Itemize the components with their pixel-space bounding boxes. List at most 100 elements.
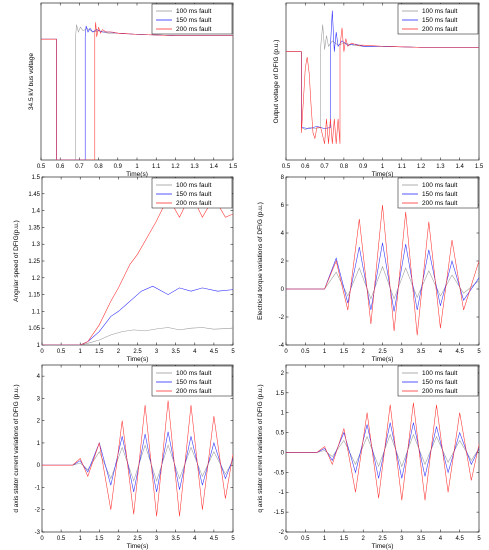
- y-tick-label: 1.1: [32, 309, 41, 315]
- series-line-200-ms-fault: [286, 402, 479, 501]
- series-line-150-ms-fault: [286, 242, 479, 312]
- y-axis-label: q axis stator current variations of DFIG…: [257, 384, 264, 512]
- y-tick-label: 1: [37, 441, 41, 447]
- x-tick-label: 4: [193, 536, 197, 542]
- series-line-200-ms-fault: [286, 27, 479, 144]
- y-tick-label: -2: [35, 508, 41, 514]
- legend: 100 ms fault 150 ms fault 200 ms fault: [151, 365, 233, 397]
- y-tick-label: 0: [281, 287, 285, 293]
- y-tick-label: 1.2: [32, 276, 41, 282]
- x-axis-label: Time(s): [372, 171, 394, 178]
- series-line-100-ms-fault: [42, 327, 233, 345]
- x-tick-label: 0.7: [320, 164, 329, 170]
- y-axis-label: Angular speed of DFIG(p.u.): [13, 220, 20, 302]
- y-tick-label: -2: [279, 530, 285, 536]
- x-tick-label: 1.5: [475, 164, 484, 170]
- x-tick-label: 0.5: [301, 536, 310, 542]
- legend: 100 ms fault 150 ms fault 200 ms fault: [397, 177, 479, 209]
- y-tick-label: 2: [37, 419, 41, 425]
- x-tick-label: 0.5: [282, 164, 291, 170]
- x-tick-label: 0.5: [57, 349, 66, 355]
- x-axis-label: Time(s): [372, 543, 394, 550]
- x-tick-label: 0.5: [57, 536, 66, 542]
- x-tick-label: 0: [284, 536, 288, 542]
- y-tick-label: -1.5: [274, 510, 285, 516]
- series-line-150-ms-fault: [42, 285, 233, 345]
- legend: 100 ms fault 150 ms fault 200 ms fault: [151, 3, 233, 35]
- legend-entry: 200 ms fault: [422, 26, 458, 33]
- x-tick-label: 3: [400, 349, 404, 355]
- legend-entry: 100 ms fault: [422, 8, 458, 15]
- legend-entry: 200 ms fault: [176, 388, 212, 395]
- x-tick-label: 5: [477, 349, 481, 355]
- x-tick-label: 2: [362, 349, 366, 355]
- legend-entry: 200 ms fault: [422, 388, 458, 395]
- x-tick-label: 1.5: [340, 536, 349, 542]
- chart-electrical-torque: 0 0.5 1 1.5 2 2.5 3 3.5 4 4.5 5 -4 -2 0 2 4 6 8 Time(s) Ele…: [257, 175, 481, 363]
- y-tick-label: 1.45: [28, 192, 40, 198]
- series-line-150-ms-fault: [41, 25, 233, 160]
- legend-entry: 100 ms fault: [176, 370, 212, 377]
- y-tick-label: 1: [37, 343, 41, 349]
- y-tick-label: 4: [281, 231, 285, 237]
- x-tick-label: 4: [439, 349, 443, 355]
- y-tick-label: -4: [279, 343, 285, 349]
- x-tick-label: 0.9: [114, 164, 123, 170]
- legend: 100 ms fault 150 ms fault 200 ms fault: [397, 365, 479, 397]
- x-tick-label: 4: [439, 536, 443, 542]
- x-tick-label: 2.5: [133, 536, 142, 542]
- chart-output-voltage: 0.5 0.6 0.7 0.8 0.9 1 1.1 1.2 1.3 1.4 1.5 Time(s) Ou…: [273, 2, 484, 178]
- chart-q-axis-current: 0 0.5 1 1.5 2 2.5 3 3.5 4 4.5 5 -2 -1.5 -1 -0.5 0 0.5 1 1.…: [257, 364, 481, 550]
- x-axis-label: Time(s): [126, 171, 148, 178]
- x-tick-label: 1.1: [398, 164, 407, 170]
- legend-entry: 100 ms fault: [176, 182, 212, 189]
- x-tick-label: 0.6: [301, 164, 310, 170]
- y-tick-label: 6: [281, 203, 285, 209]
- chart-angular-speed: 0 0.5 1 1.5 2 2.5 3 3.5 4 4.5 5 1 1.05 1.1 1.15 1.2 1.25…: [13, 175, 235, 363]
- legend-entry: 200 ms fault: [422, 200, 458, 207]
- x-tick-label: 5: [231, 349, 235, 355]
- x-tick-label: 1.1: [152, 164, 161, 170]
- y-tick-label: 1.25: [28, 259, 40, 265]
- chart-bus-voltage: 0.5 0.6 0.7 0.8 0.9 1 1.1 1.2 1.3 1.4 1.5 Time(s) 34…: [28, 2, 238, 178]
- x-tick-label: 0.6: [56, 164, 65, 170]
- y-tick-label: 1.5: [32, 175, 41, 181]
- x-tick-label: 4.5: [456, 536, 465, 542]
- y-tick-label: 1.3: [32, 242, 41, 248]
- y-tick-label: -0.5: [274, 470, 285, 476]
- legend-entry: 150 ms fault: [176, 17, 212, 24]
- y-tick-label: 3: [37, 396, 41, 402]
- x-tick-label: 2: [362, 536, 366, 542]
- series-line-100-ms-fault: [42, 444, 233, 482]
- x-tick-label: 1.4: [210, 164, 219, 170]
- y-tick-label: -1: [279, 490, 285, 496]
- series-line-200-ms-fault: [42, 193, 233, 345]
- y-tick-label: 0: [37, 463, 41, 469]
- y-axis-label: d axis stator current variations of DFIG…: [13, 384, 20, 512]
- x-tick-label: 3.5: [172, 536, 181, 542]
- x-tick-label: 3.5: [172, 349, 181, 355]
- y-tick-label: -3: [35, 530, 41, 536]
- y-tick-label: 1.5: [276, 391, 285, 397]
- legend-entry: 100 ms fault: [176, 8, 212, 15]
- x-tick-label: 3: [155, 536, 159, 542]
- x-tick-label: 3.5: [417, 536, 426, 542]
- x-tick-label: 0.5: [301, 349, 310, 355]
- series-line-150-ms-fault: [42, 431, 233, 492]
- legend: 100 ms fault 150 ms fault 200 ms fault: [151, 177, 233, 209]
- x-tick-label: 4.5: [210, 536, 219, 542]
- x-tick-label: 1: [323, 349, 327, 355]
- x-axis-label: Time(s): [127, 543, 149, 550]
- x-tick-label: 5: [477, 536, 481, 542]
- series-line-200-ms-fault: [41, 22, 233, 160]
- y-tick-label: 1.15: [28, 293, 40, 299]
- x-axis-label: Time(s): [372, 356, 394, 363]
- series-line-100-ms-fault: [286, 265, 479, 300]
- y-tick-label: -1: [35, 485, 41, 491]
- x-tick-label: 0.8: [94, 164, 103, 170]
- legend-entry: 150 ms fault: [422, 191, 458, 198]
- legend-entry: 150 ms fault: [422, 379, 458, 386]
- y-tick-label: 1.4: [32, 209, 41, 215]
- y-axis-label: Electrical torque variations of DFIG (p.…: [257, 202, 264, 320]
